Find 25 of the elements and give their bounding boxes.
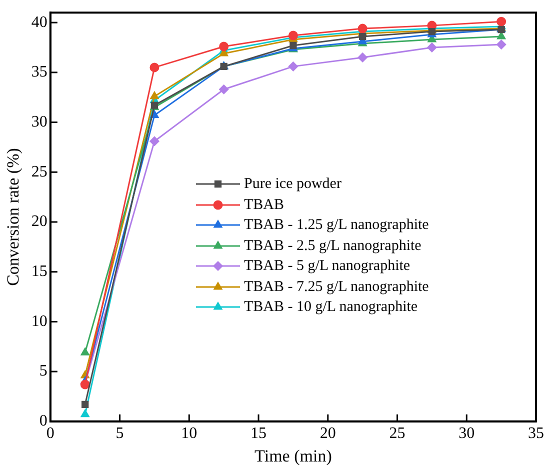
y-tick-label: 0	[39, 412, 48, 430]
y-tick-label: 40	[31, 14, 48, 31]
y-axis-title: Conversion rate (%)	[4, 148, 23, 286]
x-tick-label: 15	[250, 425, 267, 442]
x-tick-label: 30	[458, 425, 475, 442]
legend-label: Pure ice powder	[244, 175, 342, 194]
y-tick-label: 20	[31, 213, 48, 230]
y-tick-label: 15	[31, 263, 48, 280]
x-tick-label: 25	[389, 425, 406, 442]
x-tick-label: 20	[320, 425, 336, 442]
legend-label: TBAB - 2.5 g/L nanographite	[244, 236, 422, 256]
y-tick-label: 35	[31, 64, 48, 81]
legend-label: TBAB - 10 g/L nanographite	[244, 298, 418, 317]
legend-label: TBAB - 1.25 g/L nanographite	[244, 216, 429, 235]
x-tick-label: 35	[528, 425, 544, 442]
y-tick-label: 10	[31, 312, 48, 330]
y-tick-label: 25	[31, 163, 48, 180]
y-tick-label: 30	[31, 113, 48, 130]
x-axis-title: Time (min)	[254, 446, 332, 466]
x-tick-label: 10	[181, 425, 198, 442]
legend-label: TBAB - 5 g/L nanographite	[244, 257, 410, 276]
y-tick-label: 5	[39, 362, 48, 380]
x-tick-label: 5	[116, 425, 124, 442]
legend-label: TBAB - 7.25 g/L nanographite	[244, 278, 429, 296]
legend-label: TBAB	[244, 196, 284, 214]
